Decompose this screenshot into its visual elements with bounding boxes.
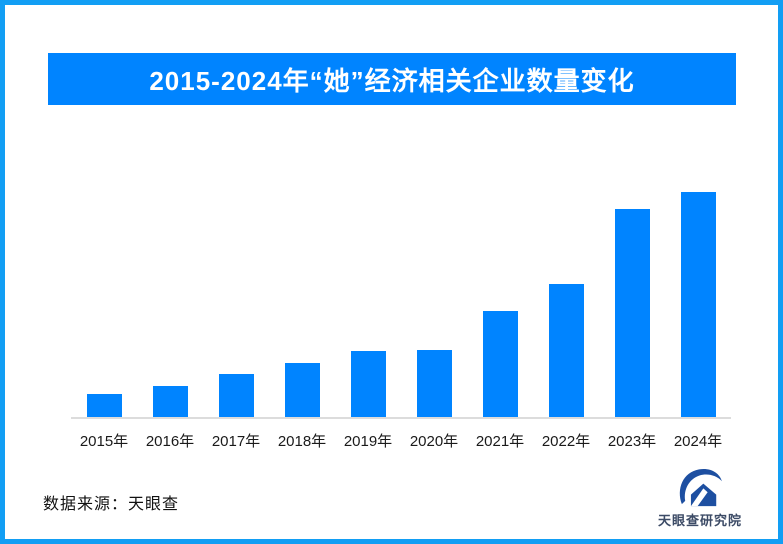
bar-2016年 [152,386,188,417]
bar-2018年 [284,363,320,417]
x-tick-label: 2022年 [541,433,591,450]
x-tick-label: 2024年 [673,433,723,450]
tianyancha-eye-icon [679,468,722,507]
bars-area [71,191,731,419]
x-tick-label: 2018年 [277,433,327,450]
bar-slot [467,310,533,417]
bar-slot [269,363,335,417]
data-source-text: 数据来源：天眼查 [43,496,180,513]
chart-title-banner: 2015-2024年“她”经济相关企业数量变化 [48,53,736,105]
bar-chart: 2015年 2016年 2017年 2018年 2019年 2020年 2021年 2022年… [71,191,731,451]
x-axis-labels: 2015年 2016年 2017年 2018年 2019年 2020年 2021年 2022年… [71,430,731,451]
bar-slot [599,208,665,417]
bar-slot [203,373,269,417]
x-tick-label: 2016年 [145,433,195,450]
bar-2023年 [614,208,650,417]
bar-slot [665,192,731,417]
bar-slot [71,393,137,417]
bar-2017年 [218,373,254,417]
bar-2024年 [680,192,716,417]
x-tick-label: 2023年 [607,433,657,450]
x-tick-label: 2015年 [79,433,129,450]
bar-2020年 [416,349,452,417]
bar-slot [335,351,401,417]
bar-slot [401,349,467,417]
bar-2015年 [86,393,122,417]
bar-slot [137,386,203,417]
bar-2022年 [548,284,584,417]
x-tick-label: 2017年 [211,433,261,450]
brand-logo: 天眼查研究院 [650,466,750,529]
bar-slot [533,284,599,417]
chart-title: 2015-2024年“她”经济相关企业数量变化 [149,65,635,96]
x-tick-label: 2019年 [343,433,393,450]
x-tick-label: 2020年 [409,433,459,450]
brand-logo-text: 天眼查研究院 [657,513,742,528]
x-tick-label: 2021年 [475,433,525,450]
bar-2021年 [482,310,518,417]
bar-2019年 [350,351,386,417]
